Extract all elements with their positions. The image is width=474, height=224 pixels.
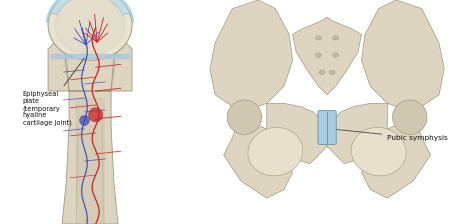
Ellipse shape bbox=[227, 100, 262, 134]
Polygon shape bbox=[224, 112, 292, 198]
Ellipse shape bbox=[55, 0, 125, 55]
Polygon shape bbox=[292, 17, 362, 95]
Polygon shape bbox=[51, 0, 129, 15]
Polygon shape bbox=[76, 98, 104, 224]
Text: Pubic symphysis: Pubic symphysis bbox=[337, 129, 448, 141]
Ellipse shape bbox=[333, 36, 339, 40]
Ellipse shape bbox=[351, 127, 406, 176]
Polygon shape bbox=[76, 98, 78, 224]
Ellipse shape bbox=[329, 70, 335, 75]
Polygon shape bbox=[210, 0, 292, 112]
Polygon shape bbox=[102, 98, 104, 224]
Circle shape bbox=[89, 108, 103, 122]
Ellipse shape bbox=[248, 127, 303, 176]
Ellipse shape bbox=[333, 53, 339, 57]
FancyBboxPatch shape bbox=[318, 111, 336, 144]
Polygon shape bbox=[362, 112, 430, 198]
Polygon shape bbox=[62, 35, 118, 224]
Polygon shape bbox=[267, 103, 327, 164]
Ellipse shape bbox=[392, 100, 427, 134]
Ellipse shape bbox=[319, 70, 325, 75]
Polygon shape bbox=[48, 35, 132, 91]
Ellipse shape bbox=[315, 36, 321, 40]
Text: Epiphyseal
plate
(temporary
hyaline
cartilage joint): Epiphyseal plate (temporary hyaline cart… bbox=[23, 58, 84, 126]
Ellipse shape bbox=[315, 53, 321, 57]
Polygon shape bbox=[327, 103, 387, 164]
Circle shape bbox=[80, 116, 90, 125]
Polygon shape bbox=[362, 0, 444, 112]
Ellipse shape bbox=[48, 0, 132, 60]
